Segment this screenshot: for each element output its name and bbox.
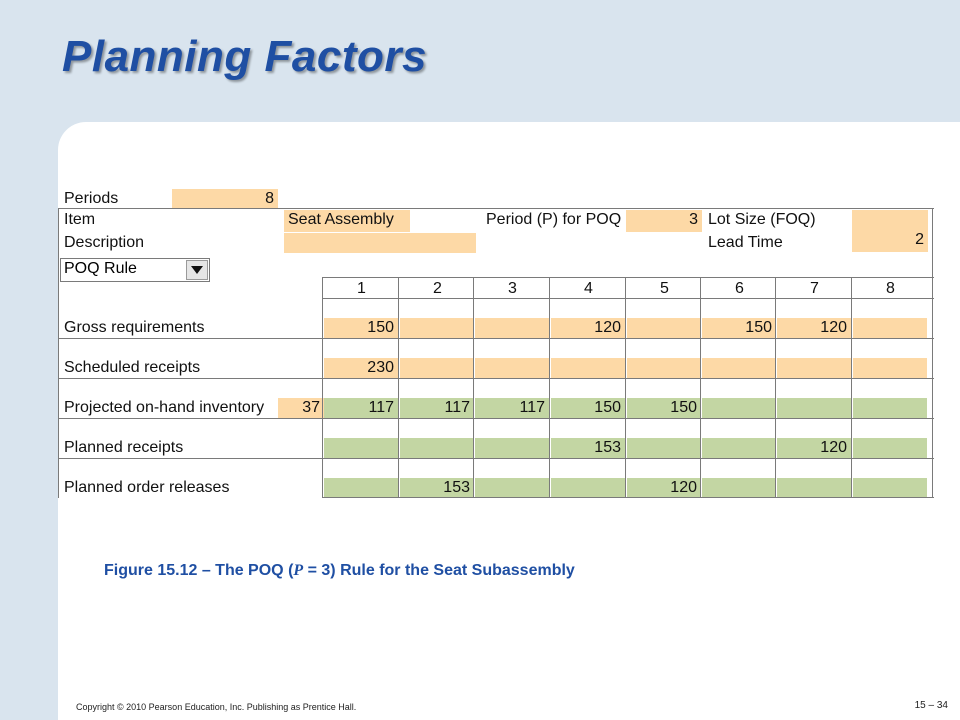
scheduled-receipts-cell[interactable] bbox=[551, 358, 625, 378]
grid-line bbox=[700, 277, 701, 498]
projected-on-hand-cell[interactable]: 150 bbox=[627, 398, 701, 418]
projected-on-hand-cell[interactable] bbox=[777, 398, 851, 418]
planned-order-releases-cell[interactable] bbox=[702, 478, 776, 498]
projected-on-hand-cell[interactable]: 117 bbox=[400, 398, 474, 418]
planned-receipts-label: Planned receipts bbox=[64, 439, 184, 456]
planned-order-releases-cell[interactable] bbox=[551, 478, 625, 498]
projected-on-hand-cell[interactable]: 150 bbox=[551, 398, 625, 418]
gross-requirements-cell[interactable]: 120 bbox=[551, 318, 625, 338]
period-header-5: 5 bbox=[660, 280, 669, 297]
period-header-1: 1 bbox=[357, 280, 366, 297]
lot-size-value[interactable] bbox=[852, 210, 928, 232]
planned-receipts-cell[interactable]: 120 bbox=[777, 438, 851, 458]
grid-line bbox=[58, 418, 934, 419]
grid-line bbox=[322, 277, 323, 498]
projected-on-hand-cell[interactable]: 117 bbox=[324, 398, 398, 418]
grid-line bbox=[322, 298, 934, 299]
planned-receipts-cell[interactable] bbox=[475, 438, 549, 458]
scheduled-receipts-cell[interactable] bbox=[627, 358, 701, 378]
lead-time-value[interactable]: 2 bbox=[852, 230, 928, 252]
planned-order-releases-cell[interactable] bbox=[324, 478, 398, 498]
page-number: 15 – 34 bbox=[914, 700, 948, 711]
gross-requirements-cell[interactable] bbox=[627, 318, 701, 338]
figure-caption: Figure 15.12 – The POQ (P = 3) Rule for … bbox=[104, 562, 575, 579]
projected-on-hand-label: Projected on-hand inventory bbox=[64, 399, 265, 416]
description-value[interactable] bbox=[284, 233, 476, 253]
gross-requirements-label: Gross requirements bbox=[64, 319, 205, 336]
description-label: Description bbox=[64, 234, 145, 251]
periods-value[interactable]: 8 bbox=[172, 189, 278, 209]
planned-order-releases-cell[interactable] bbox=[777, 478, 851, 498]
rule-dropdown[interactable]: POQ Rule bbox=[60, 258, 210, 282]
planned-order-releases-label: Planned order releases bbox=[64, 479, 230, 496]
grid-line bbox=[398, 277, 399, 498]
projected-on-hand-cell[interactable] bbox=[702, 398, 776, 418]
grid-line bbox=[549, 277, 550, 498]
grid-line bbox=[851, 277, 852, 498]
poq-period-label: Period (P) for POQ bbox=[486, 211, 622, 228]
period-header-7: 7 bbox=[810, 280, 819, 297]
grid-line bbox=[775, 277, 776, 498]
periods-label: Periods bbox=[64, 190, 119, 207]
planned-order-releases-cell[interactable]: 153 bbox=[400, 478, 474, 498]
grid-line bbox=[322, 277, 934, 278]
scheduled-receipts-cell[interactable] bbox=[400, 358, 474, 378]
period-header-8: 8 bbox=[886, 280, 895, 297]
lead-time-label: Lead Time bbox=[708, 234, 783, 251]
scheduled-receipts-cell[interactable]: 230 bbox=[324, 358, 398, 378]
planned-receipts-cell[interactable] bbox=[627, 438, 701, 458]
grid-line bbox=[58, 338, 934, 339]
poq-period-value[interactable]: 3 bbox=[626, 210, 702, 232]
content-panel bbox=[58, 122, 960, 720]
planned-order-releases-cell[interactable]: 120 bbox=[627, 478, 701, 498]
gross-requirements-cell[interactable] bbox=[400, 318, 474, 338]
scheduled-receipts-cell[interactable] bbox=[702, 358, 776, 378]
period-header-2: 2 bbox=[433, 280, 442, 297]
planned-receipts-cell[interactable]: 153 bbox=[551, 438, 625, 458]
planned-order-releases-cell[interactable] bbox=[475, 478, 549, 498]
gross-requirements-cell[interactable]: 150 bbox=[324, 318, 398, 338]
gross-requirements-cell[interactable]: 120 bbox=[777, 318, 851, 338]
lot-size-label: Lot Size (FOQ) bbox=[708, 211, 816, 228]
scheduled-receipts-label: Scheduled receipts bbox=[64, 359, 201, 376]
scheduled-receipts-cell[interactable] bbox=[475, 358, 549, 378]
grid-line bbox=[58, 458, 934, 459]
copyright-notice: Copyright © 2010 Pearson Education, Inc.… bbox=[76, 702, 357, 712]
planned-receipts-cell[interactable] bbox=[400, 438, 474, 458]
item-value[interactable]: Seat Assembly bbox=[284, 210, 410, 232]
planned-receipts-cell[interactable] bbox=[702, 438, 776, 458]
planned-order-releases-cell[interactable] bbox=[853, 478, 927, 498]
scheduled-receipts-cell[interactable] bbox=[777, 358, 851, 378]
chevron-down-icon[interactable] bbox=[186, 260, 208, 280]
projected-on-hand-cell[interactable]: 117 bbox=[475, 398, 549, 418]
period-header-3: 3 bbox=[508, 280, 517, 297]
grid-line bbox=[58, 378, 934, 379]
projected-on-hand-cell[interactable] bbox=[853, 398, 927, 418]
planned-receipts-cell[interactable] bbox=[324, 438, 398, 458]
grid-line bbox=[322, 497, 934, 498]
projected-on-hand-initial[interactable]: 37 bbox=[278, 398, 324, 418]
grid-line bbox=[473, 277, 474, 498]
period-header-4: 4 bbox=[584, 280, 593, 297]
slide-title: Planning Factors bbox=[62, 32, 427, 81]
grid-line bbox=[625, 277, 626, 498]
gross-requirements-cell[interactable]: 150 bbox=[702, 318, 776, 338]
planned-receipts-cell[interactable] bbox=[853, 438, 927, 458]
gross-requirements-cell[interactable] bbox=[475, 318, 549, 338]
scheduled-receipts-cell[interactable] bbox=[853, 358, 927, 378]
rule-dropdown-label: POQ Rule bbox=[64, 260, 137, 277]
period-header-6: 6 bbox=[735, 280, 744, 297]
gross-requirements-cell[interactable] bbox=[853, 318, 927, 338]
item-label: Item bbox=[64, 211, 96, 228]
